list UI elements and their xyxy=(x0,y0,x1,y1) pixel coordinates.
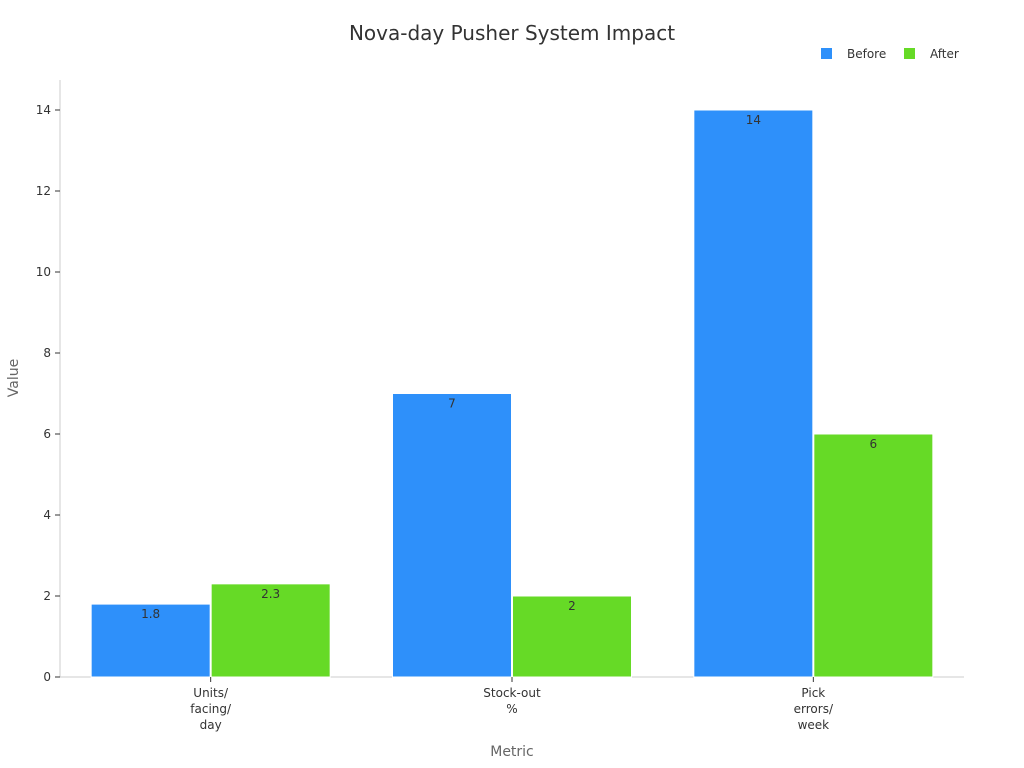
y-tick-label: 8 xyxy=(43,346,51,360)
legend: Before After xyxy=(821,47,959,61)
bar-after-1 xyxy=(512,595,632,678)
chart-title: Nova-day Pusher System Impact xyxy=(349,21,675,45)
data-label: 2 xyxy=(568,599,576,613)
bar-before-2 xyxy=(693,109,814,678)
bar-after-0 xyxy=(210,583,331,678)
x-tick-labels: Units/facing/day Stock-out % Pick errors/wee… xyxy=(190,677,834,732)
y-tick-label: 12 xyxy=(36,184,51,198)
bar-after-2 xyxy=(813,433,934,678)
y-tick-label: 6 xyxy=(43,427,51,441)
y-tick-label: 0 xyxy=(43,670,51,684)
bars: 1.8 2.3 7 2 14 6 xyxy=(90,109,934,678)
data-label: 14 xyxy=(746,113,761,127)
legend-label-after: After xyxy=(930,47,959,61)
legend-swatch-after xyxy=(904,48,915,59)
x-tick-label: Pick errors/week xyxy=(794,686,834,732)
data-label: 7 xyxy=(448,397,456,411)
y-tick-label: 14 xyxy=(36,103,51,117)
y-tick-label: 10 xyxy=(36,265,51,279)
bar-before-0 xyxy=(90,603,211,678)
y-tick-label: 2 xyxy=(43,589,51,603)
y-axis: 0 2 4 6 8 10 12 14 xyxy=(36,80,61,684)
data-label: 6 xyxy=(870,437,878,451)
x-axis-title: Metric xyxy=(490,744,534,760)
x-tick-label: Units/facing/day xyxy=(190,686,232,732)
legend-swatch-before xyxy=(821,48,832,59)
x-tick-label: Stock-out% xyxy=(483,686,541,716)
data-label: 2.3 xyxy=(261,587,280,601)
y-axis-title: Value xyxy=(6,359,22,397)
data-label: 1.8 xyxy=(141,607,160,621)
bar-before-1 xyxy=(392,393,512,678)
y-tick-label: 4 xyxy=(43,508,51,522)
legend-label-before: Before xyxy=(847,47,886,61)
